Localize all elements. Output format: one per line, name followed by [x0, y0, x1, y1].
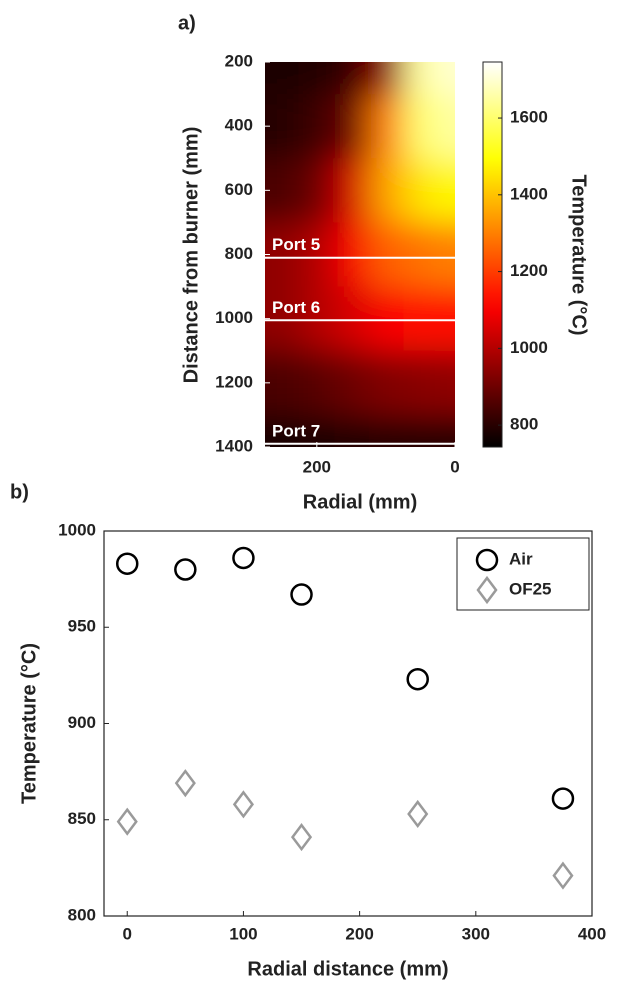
heatmap-cell: [334, 62, 370, 95]
heatmap-cell: [334, 222, 370, 288]
heatmap-cell: [265, 350, 301, 416]
heatmap-cell: [403, 158, 435, 223]
heatmap-cell: [265, 222, 301, 288]
heatmap-cell: [403, 94, 435, 159]
heatmap-cell: [368, 286, 404, 352]
heatmap-cell: [265, 94, 301, 159]
heatmap-clip: [265, 62, 455, 447]
heatmap-cell: [265, 414, 301, 447]
colorbar-tick-label: 800: [510, 415, 538, 434]
heatmap-cell: [434, 158, 455, 223]
heatmap: [265, 62, 455, 447]
y-tick-label: 850: [68, 809, 96, 828]
heatmap-cell: [265, 286, 301, 352]
diamond-marker: [290, 822, 313, 852]
heatmap-cell: [299, 350, 335, 416]
heatmap-cell: [403, 222, 435, 288]
heatmap-cell: [368, 222, 404, 288]
x-tick-label: 0: [450, 457, 459, 476]
colorbar-tick-label: 1400: [510, 184, 548, 203]
circle-marker: [174, 558, 197, 581]
diamond-marker: [476, 575, 498, 605]
circle-marker: [290, 583, 313, 606]
heatmap-cell: [403, 286, 435, 352]
heatmap-cell: [299, 158, 335, 223]
x-axis-label: Radial (mm): [303, 491, 417, 513]
heatmap-cell: [334, 350, 370, 416]
x-axis-label: Radial distance (mm): [247, 958, 448, 980]
heatmap-cell: [299, 94, 335, 159]
heatmap-cell: [368, 414, 404, 447]
diamond-marker: [407, 799, 429, 829]
heatmap-cell: [434, 414, 455, 447]
x-tick-label: 400: [578, 924, 606, 943]
heatmap-cell: [368, 62, 404, 95]
legend-label: Air: [509, 549, 533, 568]
port-label: Port 7: [272, 421, 320, 440]
y-tick-label: 400: [225, 116, 253, 135]
y-tick-label: 1200: [215, 372, 253, 391]
heatmap-cell: [299, 414, 335, 447]
heatmap-cell: [368, 350, 404, 416]
y-tick-label: 600: [225, 180, 253, 199]
heatmap-cell: [334, 94, 370, 159]
panel-label: b): [10, 481, 29, 503]
heatmap-cell: [334, 286, 370, 352]
heatmap-cell: [368, 158, 404, 223]
port-label: Port 6: [272, 298, 320, 317]
x-tick-label: 200: [303, 457, 331, 476]
circle-marker: [115, 552, 139, 575]
y-tick-label: 800: [225, 244, 253, 263]
heatmap-cell: [334, 414, 370, 447]
diamond-marker: [232, 790, 254, 819]
colorbar-tick-label: 1600: [510, 108, 548, 127]
diamond-marker: [116, 807, 138, 836]
heatmap-cell: [368, 94, 404, 159]
heatmap-cell: [299, 62, 335, 95]
heatmap-cell: [403, 350, 435, 416]
heatmap-cell: [334, 158, 370, 223]
heatmap-cell: [434, 62, 455, 95]
heatmap-cell: [265, 62, 301, 95]
heatmap-cell: [434, 222, 455, 288]
y-tick-label: 1000: [215, 308, 253, 327]
x-tick-label: 300: [462, 924, 490, 943]
heatmap-cell: [299, 222, 335, 288]
y-axis-label: Temperature (°C): [18, 643, 40, 804]
y-tick-label: 1000: [58, 520, 96, 539]
x-tick-label: 200: [345, 924, 373, 943]
diamond-marker: [174, 769, 196, 798]
colorbar: [482, 61, 503, 448]
heatmap-cell: [403, 62, 435, 95]
circle-marker: [406, 667, 429, 691]
circle-marker: [232, 546, 255, 570]
legend-box: [456, 537, 590, 611]
heatmap-cell: [403, 414, 435, 447]
diamond-marker: [552, 861, 574, 890]
colorbar-tick-label: 1200: [510, 261, 548, 280]
legend-label: OF25: [509, 579, 552, 598]
y-tick-label: 200: [225, 51, 253, 70]
y-tick-label: 950: [68, 617, 96, 636]
panel-label: a): [178, 12, 196, 34]
heatmap-cell: [434, 94, 455, 159]
x-tick-label: 0: [123, 924, 132, 943]
heatmap-cell: [265, 158, 301, 223]
y-tick-label: 800: [68, 905, 96, 924]
heatmap-cell: [299, 286, 335, 352]
port-label: Port 5: [272, 235, 320, 254]
circle-marker: [475, 548, 499, 572]
colorbar-tick-label: 1000: [510, 338, 548, 357]
y-tick-label: 900: [68, 713, 96, 732]
colorbar-label: Temperature (°C): [568, 175, 590, 336]
heatmap-cell: [434, 286, 455, 352]
y-axis-label: Distance from burner (mm): [180, 127, 202, 384]
x-tick-label: 100: [229, 924, 257, 943]
y-tick-label: 1400: [215, 436, 253, 455]
circle-marker: [551, 787, 575, 810]
heatmap-cell: [434, 350, 455, 416]
